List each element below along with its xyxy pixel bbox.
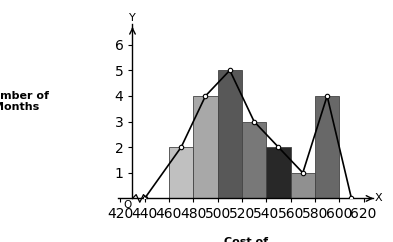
Bar [193,96,218,198]
Bar [266,147,291,198]
Text: O: O [123,200,131,210]
Bar [291,173,315,198]
Bar [315,96,339,198]
Text: Y: Y [129,13,136,23]
Bar [169,147,193,198]
Bar [242,121,266,198]
Text: Cost of
living: Cost of living [224,237,268,242]
Text: Number of
Months: Number of Months [0,91,49,113]
Bar [218,70,242,198]
Text: X: X [375,193,382,204]
